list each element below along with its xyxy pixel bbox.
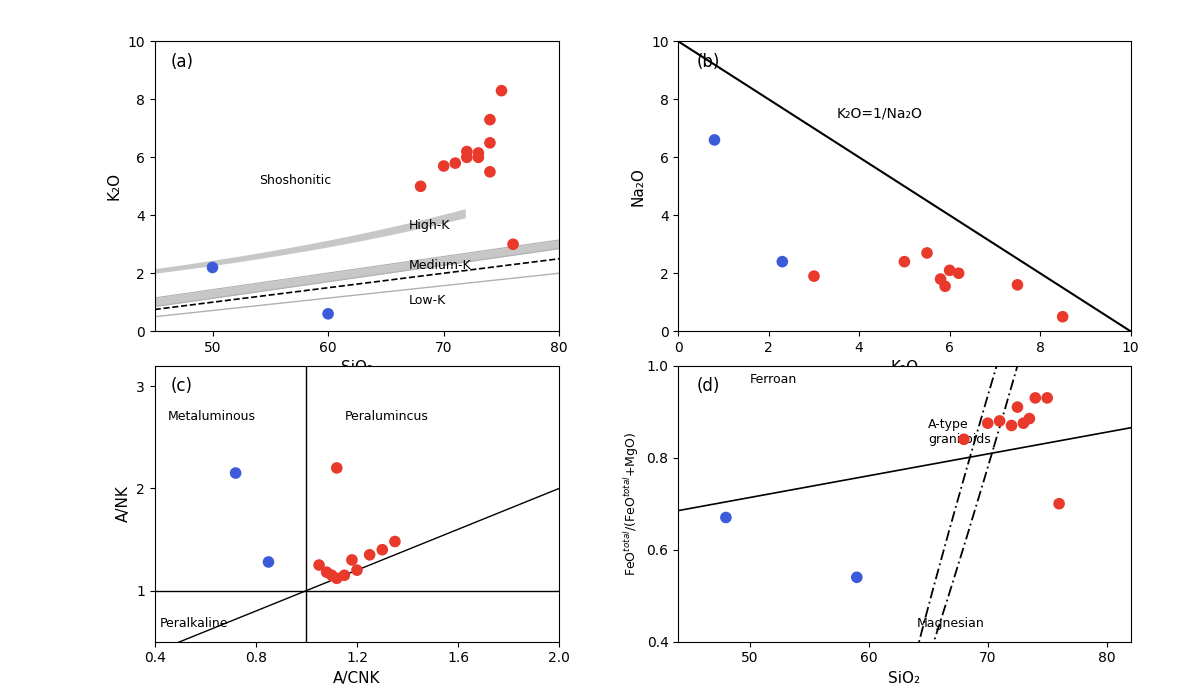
Point (847, 572, 866, 583)
Text: (d): (d) (696, 377, 720, 395)
Text: High-K: High-K (409, 219, 450, 232)
Y-axis label: K₂O: K₂O (107, 172, 121, 200)
X-axis label: K₂O: K₂O (890, 360, 919, 375)
Point (772, 256, 791, 267)
Point (1008, 279, 1027, 290)
Point (469, 152, 488, 163)
Point (411, 181, 430, 192)
Point (1026, 393, 1045, 404)
Point (804, 270, 823, 282)
Point (481, 114, 500, 125)
Point (895, 256, 914, 267)
Point (327, 462, 346, 473)
Point (386, 536, 405, 547)
Text: (b): (b) (696, 53, 720, 71)
Text: Ferroan: Ferroan (750, 373, 797, 386)
Point (1020, 413, 1039, 424)
Point (704, 135, 724, 146)
Text: Metaluminous: Metaluminous (168, 411, 256, 423)
Point (481, 166, 500, 177)
Point (457, 152, 476, 163)
Text: Peralumincus: Peralumincus (344, 411, 428, 423)
Point (931, 273, 950, 284)
Point (469, 148, 488, 159)
Text: Medium-K: Medium-K (409, 259, 471, 273)
Point (716, 512, 735, 523)
Y-axis label: Na₂O: Na₂O (631, 167, 645, 206)
Text: Low-K: Low-K (409, 294, 446, 307)
Point (343, 554, 362, 565)
Point (327, 573, 346, 584)
Point (1038, 393, 1057, 404)
X-axis label: A/CNK: A/CNK (333, 671, 381, 686)
Point (259, 556, 278, 567)
X-axis label: SiO₂: SiO₂ (889, 671, 920, 686)
Text: A-type
granitoids: A-type granitoids (928, 418, 991, 446)
Point (1014, 417, 1033, 428)
Point (954, 434, 973, 445)
Point (491, 85, 511, 96)
Point (309, 560, 328, 571)
Point (481, 137, 500, 148)
Text: (c): (c) (171, 377, 193, 395)
Text: K₂O=1/Na₂O: K₂O=1/Na₂O (837, 107, 922, 121)
Point (317, 566, 337, 578)
Point (935, 281, 954, 292)
Text: Peralkaline: Peralkaline (159, 617, 228, 630)
Point (917, 248, 937, 259)
Text: Shoshonitic: Shoshonitic (258, 174, 331, 187)
Point (978, 417, 997, 428)
Point (322, 570, 342, 581)
Point (457, 146, 476, 157)
Point (319, 308, 338, 319)
Point (503, 239, 522, 250)
Point (990, 415, 1009, 426)
Point (1050, 498, 1069, 509)
Point (334, 570, 353, 581)
Point (1008, 402, 1027, 413)
Point (372, 544, 392, 555)
Point (434, 161, 453, 172)
Point (226, 468, 245, 479)
Point (1053, 311, 1072, 322)
Point (203, 262, 223, 273)
Text: (a): (a) (171, 53, 194, 71)
Y-axis label: FeO$^{total}$/(FeO$^{total}$+MgO): FeO$^{total}$/(FeO$^{total}$+MgO) (622, 431, 641, 576)
X-axis label: SiO₂: SiO₂ (342, 360, 372, 375)
Point (940, 265, 959, 276)
Point (1002, 420, 1021, 431)
Point (361, 549, 380, 560)
Text: Magnesian: Magnesian (916, 617, 984, 630)
Y-axis label: A/NK: A/NK (115, 485, 131, 522)
Point (950, 268, 969, 279)
Point (446, 157, 465, 168)
Point (347, 564, 367, 575)
